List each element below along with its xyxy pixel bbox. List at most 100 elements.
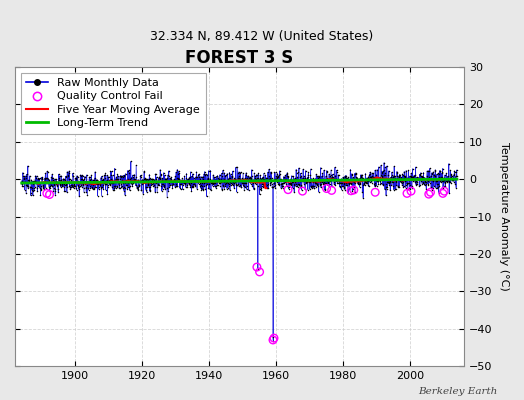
- Point: [417, 176, 425, 182]
- Point: [452, 176, 460, 182]
- Point: [135, 182, 143, 188]
- Point: [221, 180, 230, 187]
- Point: [256, 186, 264, 192]
- Point: [293, 182, 301, 189]
- Point: [167, 174, 176, 180]
- Point: [355, 178, 364, 184]
- Point: [201, 172, 209, 178]
- Point: [436, 177, 445, 184]
- Point: [33, 184, 41, 191]
- Point: [168, 179, 176, 185]
- Point: [243, 182, 251, 189]
- Point: [181, 179, 190, 186]
- Point: [47, 182, 55, 188]
- Point: [175, 176, 183, 182]
- Point: [303, 177, 311, 183]
- Point: [309, 175, 318, 182]
- Point: [70, 183, 78, 189]
- Point: [405, 184, 413, 191]
- Point: [270, 180, 278, 187]
- Point: [129, 174, 138, 180]
- Point: [80, 176, 89, 182]
- Point: [375, 177, 384, 183]
- Point: [290, 179, 299, 186]
- Point: [264, 180, 272, 187]
- Point: [292, 176, 300, 182]
- Point: [19, 179, 28, 186]
- Point: [354, 179, 363, 185]
- Point: [374, 178, 383, 184]
- Point: [49, 185, 58, 191]
- Point: [373, 178, 381, 184]
- Point: [264, 178, 272, 184]
- Point: [245, 177, 254, 184]
- Point: [233, 170, 242, 177]
- Point: [225, 181, 233, 187]
- Point: [41, 185, 50, 191]
- Point: [46, 188, 54, 194]
- Point: [327, 167, 335, 173]
- Point: [83, 172, 91, 178]
- Point: [424, 168, 432, 174]
- Point: [227, 180, 235, 186]
- Point: [237, 180, 246, 186]
- Point: [114, 176, 123, 182]
- Point: [298, 178, 306, 184]
- Point: [108, 180, 116, 186]
- Point: [143, 177, 151, 183]
- Point: [237, 184, 246, 190]
- Point: [444, 179, 453, 185]
- Point: [312, 180, 321, 187]
- Point: [47, 180, 55, 186]
- Point: [336, 177, 345, 184]
- Point: [56, 173, 64, 179]
- Point: [215, 177, 223, 184]
- Point: [115, 180, 124, 186]
- Point: [210, 180, 218, 186]
- Point: [216, 182, 224, 189]
- Point: [111, 176, 119, 182]
- Point: [115, 185, 124, 192]
- Point: [451, 181, 460, 187]
- Point: [223, 185, 231, 192]
- Point: [198, 186, 206, 193]
- Point: [234, 180, 242, 187]
- Point: [56, 181, 64, 188]
- Point: [78, 176, 86, 182]
- Point: [396, 174, 405, 180]
- Point: [354, 180, 362, 187]
- Point: [279, 184, 287, 191]
- Point: [227, 178, 236, 184]
- Point: [58, 183, 66, 189]
- Point: [196, 175, 204, 182]
- Point: [51, 191, 59, 198]
- Point: [425, 165, 434, 172]
- Point: [442, 178, 451, 184]
- Point: [118, 174, 127, 180]
- Point: [283, 173, 292, 179]
- Point: [294, 169, 302, 175]
- Point: [412, 182, 421, 189]
- Point: [325, 183, 334, 189]
- Point: [350, 178, 358, 185]
- Point: [397, 175, 405, 182]
- Point: [323, 178, 332, 184]
- Point: [228, 168, 237, 174]
- Point: [129, 176, 138, 182]
- Point: [369, 174, 378, 180]
- Point: [140, 169, 148, 175]
- Point: [213, 178, 221, 184]
- Point: [106, 181, 114, 188]
- Point: [176, 181, 184, 188]
- Point: [137, 187, 145, 193]
- Point: [428, 187, 436, 193]
- Point: [123, 181, 131, 188]
- Point: [352, 176, 361, 182]
- Point: [99, 177, 107, 184]
- Point: [442, 176, 450, 182]
- Point: [42, 179, 51, 185]
- Point: [273, 170, 281, 177]
- Point: [403, 180, 412, 187]
- Point: [163, 175, 172, 182]
- Point: [214, 174, 222, 181]
